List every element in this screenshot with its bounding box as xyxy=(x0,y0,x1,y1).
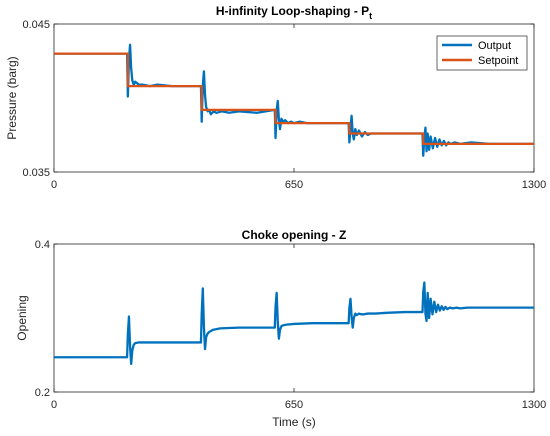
opening-x-tick-label-0: 0 xyxy=(51,399,57,411)
legend-output-label: Output xyxy=(478,40,511,52)
pressure-y-tick-label-1: 0.035 xyxy=(22,167,50,179)
pressure-y-tick-label-0: 0.045 xyxy=(22,19,50,31)
opening-series-line-line xyxy=(54,281,534,366)
pressure-y-axis-label: Pressure (barg) xyxy=(5,56,19,139)
pressure-x-tick-label-0: 0 xyxy=(51,179,57,191)
opening-chart-title: Choke opening - Z xyxy=(242,228,347,242)
opening-plot-area xyxy=(53,243,535,393)
pressure-chart-title: H-infinity Loop-shaping - Pt xyxy=(216,4,372,21)
pressure-ticks xyxy=(53,23,535,173)
pressure-axes: H-infinity Loop-shaping - Pt Pressure (b… xyxy=(5,4,546,191)
opening-series-group xyxy=(54,281,534,366)
pressure-series-setpoint-line xyxy=(54,52,534,146)
pressure-x-tick-label-2: 1300 xyxy=(522,179,546,191)
opening-axes: Choke opening - Z Opening 0.4 0.2 0 650 … xyxy=(15,228,546,429)
opening-x-axis-label: Time (s) xyxy=(272,415,316,429)
opening-y-tick-label-1: 0.2 xyxy=(35,387,50,399)
pressure-legend: Output Setpoint xyxy=(436,35,528,71)
opening-x-tick-label-2: 1300 xyxy=(522,399,546,411)
legend-setpoint-label: Setpoint xyxy=(478,55,518,67)
legend-box xyxy=(436,35,528,71)
pressure-x-tick-label-1: 650 xyxy=(285,179,303,191)
opening-x-tick-label-1: 650 xyxy=(285,399,303,411)
opening-y-axis-label: Opening xyxy=(15,295,29,340)
opening-ticks xyxy=(53,243,535,393)
pressure-series-group xyxy=(54,43,534,157)
opening-y-tick-label-0: 0.4 xyxy=(35,239,50,251)
